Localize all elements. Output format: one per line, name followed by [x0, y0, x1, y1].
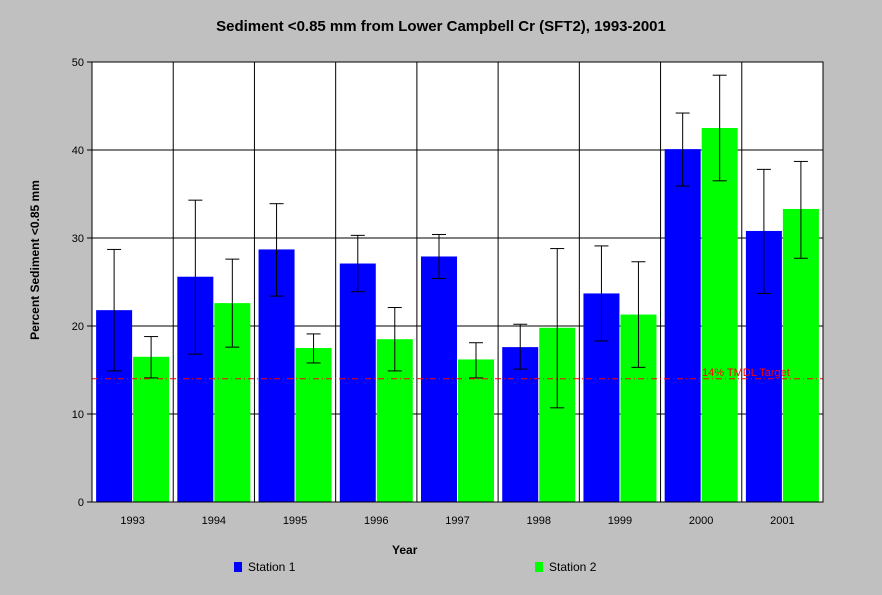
- x-tick-label: 1994: [202, 515, 226, 527]
- y-tick-label: 40: [72, 145, 84, 157]
- y-tick-label: 0: [78, 497, 84, 509]
- x-tick-label: 1995: [283, 515, 307, 527]
- legend-item-station-2: Station 2: [535, 560, 596, 574]
- x-tick-label: 1996: [364, 515, 388, 527]
- tmdl-target-label: 14% TMDL Target: [702, 367, 790, 379]
- bar-station-1: [664, 149, 701, 502]
- y-tick-label: 10: [72, 409, 84, 421]
- x-tick-label: 1998: [526, 515, 550, 527]
- bar-station-1: [502, 347, 539, 502]
- x-tick-label: 2000: [689, 515, 713, 527]
- legend-label-station-1: Station 1: [248, 560, 296, 574]
- legend-label-station-2: Station 2: [549, 560, 597, 574]
- y-tick-label: 50: [72, 57, 84, 69]
- legend-swatch-station-1: [234, 562, 242, 572]
- bar-station-2: [295, 348, 332, 502]
- bar-station-2: [701, 128, 738, 502]
- x-tick-label: 1997: [445, 515, 469, 527]
- plot-area: [92, 62, 823, 502]
- x-tick-label: 1993: [120, 515, 144, 527]
- plot-border: [91, 61, 824, 503]
- chart-title: Sediment <0.85 mm from Lower Campbell Cr…: [216, 18, 666, 35]
- x-tick-label: 2001: [770, 515, 794, 527]
- x-tick-label: 1999: [608, 515, 632, 527]
- legend-item-station-1: Station 1: [234, 560, 295, 574]
- bar-station-2: [458, 359, 494, 502]
- bar-station-1: [339, 263, 376, 502]
- x-axis-label: Year: [392, 543, 418, 557]
- y-tick-label: 30: [72, 233, 84, 245]
- bar-station-2: [133, 356, 170, 502]
- y-tick-label: 20: [72, 321, 84, 333]
- legend-swatch-station-2: [535, 562, 543, 572]
